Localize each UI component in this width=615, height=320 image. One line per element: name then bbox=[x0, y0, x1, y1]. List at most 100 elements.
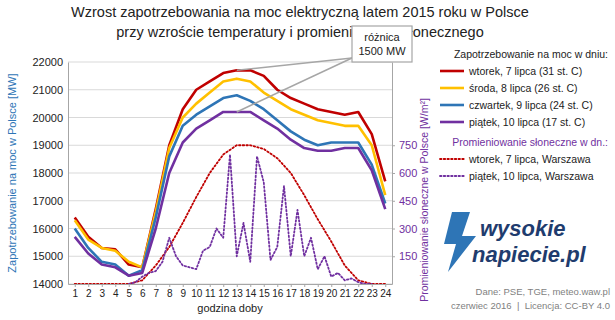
x-axis-tick: 13 bbox=[232, 284, 244, 299]
x-axis-tick: 21 bbox=[340, 284, 352, 299]
annotation-leader bbox=[237, 58, 352, 70]
x-axis-tick-mark bbox=[183, 284, 184, 287]
y-axis-tick: 16000 bbox=[32, 223, 68, 235]
y2-axis-tick: 150 bbox=[392, 250, 417, 262]
grid-line bbox=[68, 117, 392, 118]
x-axis-tick-label: 17 bbox=[286, 288, 298, 299]
legend-label: środa, 8 lipca (26 st. C) bbox=[469, 82, 578, 94]
grid-line bbox=[68, 145, 392, 146]
credit: czerwiec 2016 | Licencja: CC-BY 4.0 bbox=[451, 300, 610, 311]
x-axis-tick: 17 bbox=[286, 284, 298, 299]
x-axis-tick-mark bbox=[277, 284, 278, 287]
annotation: różnica 1500 MW bbox=[237, 26, 412, 112]
y-axis-tick: 17000 bbox=[32, 195, 68, 207]
annotation-text: różnica bbox=[364, 31, 400, 43]
y2-axis-tick: 450 bbox=[392, 195, 417, 207]
y2-axis-tick-mark bbox=[392, 201, 395, 202]
series-line bbox=[75, 79, 386, 268]
y-axis-tick-label: 16000 bbox=[32, 223, 63, 235]
grid-line bbox=[68, 200, 392, 201]
x-axis-tick-mark bbox=[142, 284, 143, 287]
x-axis-tick-label: 12 bbox=[218, 288, 230, 299]
x-axis-tick-label: 11 bbox=[205, 288, 216, 299]
x-axis-tick-mark bbox=[250, 284, 251, 287]
chart-container: Wzrost zapotrzebowania na moc elektryczn… bbox=[0, 0, 615, 320]
x-axis-tick-mark bbox=[129, 284, 130, 287]
x-axis-tick-label: 8 bbox=[167, 288, 173, 299]
y-axis-tick: 15000 bbox=[32, 250, 68, 262]
x-axis-line bbox=[69, 284, 393, 285]
y-axis-tick: 19000 bbox=[32, 139, 68, 151]
plot-area bbox=[75, 70, 386, 284]
grid-line bbox=[68, 256, 392, 257]
y-axis-line bbox=[68, 63, 69, 285]
annotation-text: 1500 MW bbox=[358, 45, 406, 57]
x-axis-tick: 2 bbox=[86, 284, 92, 299]
x-axis: 123456789101112131415161718192021222324 bbox=[69, 284, 393, 299]
logo: wysokienapiecie.pl bbox=[444, 212, 587, 272]
series-line bbox=[75, 112, 386, 276]
chart-svg: Wzrost zapotrzebowania na moc elektryczn… bbox=[0, 0, 615, 320]
y-axis-tick: 22000 bbox=[32, 56, 68, 68]
y2-axis-tick-mark bbox=[392, 256, 395, 257]
x-axis-tick: 23 bbox=[367, 284, 379, 299]
x-axis-tick-label: 10 bbox=[191, 288, 203, 299]
source: Dane: PSE, TGE, meteo.waw.pl bbox=[476, 286, 610, 297]
grid-line bbox=[68, 173, 392, 174]
legend-swatch bbox=[440, 87, 464, 90]
x-axis-tick: 4 bbox=[113, 284, 119, 299]
x-axis-tick-label: 2 bbox=[86, 288, 92, 299]
x-axis-tick: 10 bbox=[191, 284, 203, 299]
annotation-leader bbox=[237, 58, 352, 112]
y-axis-tick-label: 22000 bbox=[32, 56, 63, 68]
x-axis-tick-mark bbox=[264, 284, 265, 287]
y-axis-tick: 14000 bbox=[32, 278, 68, 290]
legend-label: piątek, 10 lipca (17 st. C) bbox=[469, 116, 585, 128]
x-axis-tick-mark bbox=[102, 284, 103, 287]
x-axis-tick-label: 24 bbox=[380, 288, 392, 299]
x-axis-tick-mark bbox=[75, 284, 76, 287]
series-line bbox=[75, 95, 386, 275]
grid bbox=[68, 62, 392, 284]
y2-axis-tick-label: 300 bbox=[399, 223, 417, 235]
x-axis-tick: 8 bbox=[167, 284, 173, 299]
x-axis-tick-label: 7 bbox=[153, 288, 159, 299]
x-axis-tick-mark bbox=[385, 284, 386, 287]
x-axis-tick: 5 bbox=[126, 284, 132, 299]
x-axis-tick: 12 bbox=[218, 284, 230, 299]
x-axis-tick: 24 bbox=[380, 284, 392, 299]
x-axis-tick-label: 22 bbox=[353, 288, 365, 299]
grid-line bbox=[68, 228, 392, 229]
x-axis-tick-mark bbox=[223, 284, 224, 287]
legend-label: czwartek, 9 lipca (24 st. C) bbox=[469, 99, 593, 111]
grid-line bbox=[68, 89, 392, 90]
x-axis-tick-mark bbox=[237, 284, 238, 287]
y-axis: 1400015000160001700018000190002000021000… bbox=[32, 56, 68, 290]
y-axis-tick: 18000 bbox=[32, 167, 68, 179]
legend-swatch bbox=[440, 104, 464, 107]
x-axis-tick-label: 14 bbox=[245, 288, 257, 299]
x-axis-tick-label: 19 bbox=[313, 288, 325, 299]
x-axis-tick-mark bbox=[291, 284, 292, 287]
y2-axis-tick-label: 600 bbox=[399, 167, 417, 179]
y2-axis-tick-label: 750 bbox=[399, 139, 417, 151]
x-axis-tick-mark bbox=[304, 284, 305, 287]
annotation-box bbox=[352, 26, 412, 62]
y2-axis-tick-mark bbox=[392, 229, 395, 230]
legend-title: Promieniowanie słoneczne w dn.: bbox=[452, 136, 608, 148]
y2-axis-tick: 750 bbox=[392, 139, 417, 151]
y-axis-tick-label: 21000 bbox=[32, 84, 63, 96]
series-line bbox=[75, 145, 386, 284]
x-axis-tick-mark bbox=[345, 284, 346, 287]
y2-axis-tick: 600 bbox=[392, 167, 417, 179]
y-axis-tick: 21000 bbox=[32, 84, 68, 96]
legend-label: piątek, 10 lipca, Warszawa bbox=[469, 170, 594, 182]
y2-axis-title: Promieniowanie słoneczne w Polsce [W/m²] bbox=[418, 98, 430, 302]
x-axis-tick: 14 bbox=[245, 284, 257, 299]
x-axis-tick-label: 13 bbox=[232, 288, 244, 299]
x-axis-tick: 19 bbox=[313, 284, 325, 299]
y2-axis: 150 300 450 600 750 bbox=[392, 63, 417, 285]
x-axis-tick-label: 5 bbox=[126, 288, 132, 299]
x-axis-tick-label: 23 bbox=[367, 288, 379, 299]
x-axis-tick: 7 bbox=[153, 284, 159, 299]
